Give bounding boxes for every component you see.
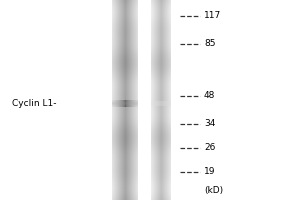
Text: (kD): (kD) bbox=[204, 186, 223, 194]
Text: 48: 48 bbox=[204, 92, 215, 100]
Text: 117: 117 bbox=[204, 11, 221, 21]
Text: 34: 34 bbox=[204, 119, 215, 129]
Text: 26: 26 bbox=[204, 144, 215, 152]
Text: Cyclin L1-: Cyclin L1- bbox=[12, 99, 56, 108]
Text: 19: 19 bbox=[204, 168, 215, 176]
Text: 85: 85 bbox=[204, 40, 215, 48]
